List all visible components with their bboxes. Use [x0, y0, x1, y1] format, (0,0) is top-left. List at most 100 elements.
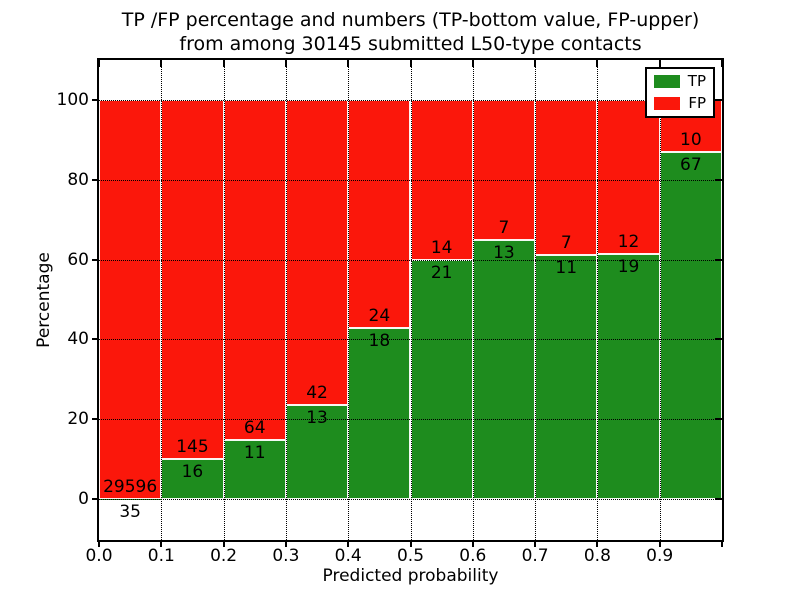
y-tick-label: 60: [67, 249, 89, 270]
x-gridline: [535, 60, 537, 540]
legend: TP FP: [645, 67, 715, 118]
fp-count-label: 145: [176, 437, 209, 458]
x-tick-mark: [98, 540, 100, 547]
fp-count-label: 42: [306, 382, 328, 403]
y-tick-mark: [92, 178, 99, 181]
y-tick-label: 0: [78, 489, 89, 509]
y-tick-mark: [92, 99, 99, 101]
x-tick-mark-top: [471, 60, 474, 67]
x-tick-mark: [284, 540, 287, 547]
chart-title-line2: from among 30145 submitted L50-type cont…: [179, 33, 642, 55]
fp-count-label: 7: [498, 217, 510, 238]
y-tick-mark: [92, 498, 99, 500]
bar-fp-segment: [161, 100, 224, 460]
bar-tp-segment: [597, 254, 660, 499]
x-tick-label: 0.2: [210, 546, 238, 566]
x-tick-mark: [347, 540, 350, 547]
chart-title-line1: TP /FP percentage and numbers (TP-bottom…: [121, 9, 700, 31]
fp-count-label: 7: [560, 233, 572, 254]
x-tick-label: 0.7: [521, 546, 549, 566]
x-gridline: [161, 60, 163, 540]
x-axis-label: Predicted probability: [322, 566, 499, 586]
x-gridline: [348, 60, 350, 540]
x-tick-mark: [409, 540, 412, 547]
fp-count-label: 12: [617, 232, 640, 253]
x-tick-label: 0.8: [583, 546, 611, 566]
bar-tp-segment: [99, 498, 162, 500]
tp-count-label: 11: [555, 258, 578, 279]
x-tick-mark: [721, 540, 723, 547]
legend-label-fp: FP: [688, 94, 706, 112]
bar-tp-segment: [472, 239, 536, 499]
tp-count-label: 19: [617, 257, 640, 278]
y-tick-mark: [92, 418, 99, 421]
x-tick-mark-top: [347, 60, 350, 67]
legend-swatch-fp-icon: [654, 97, 680, 110]
tp-count-label: 16: [181, 462, 204, 483]
x-tick-label: 0.3: [272, 546, 300, 566]
x-gridline: [597, 60, 599, 540]
y-tick-mark-right: [715, 178, 722, 181]
y-tick-label: 20: [67, 409, 89, 430]
y-tick-label: 100: [56, 90, 89, 110]
bar-tp-segment: [348, 328, 411, 499]
tp-count-label: 21: [430, 262, 453, 283]
tp-count-label: 11: [243, 443, 266, 464]
bar-tp-segment: [659, 151, 722, 499]
y-tick-mark-right: [715, 418, 722, 421]
y-tick-mark-right: [715, 258, 722, 261]
x-tick-mark-top: [596, 60, 599, 67]
x-tick-label: 0.5: [396, 546, 425, 566]
fp-count-label: 24: [368, 306, 391, 326]
x-tick-mark-top: [98, 60, 100, 67]
y-tick-label: 40: [67, 329, 89, 350]
tp-count-label: 35: [119, 501, 141, 522]
bar-fp-segment: [597, 100, 660, 255]
x-tick-mark: [658, 540, 661, 547]
fp-count-label: 29596: [103, 476, 158, 497]
legend-label-tp: TP: [687, 72, 706, 90]
fp-count-label: 10: [680, 129, 702, 150]
bar-fp-segment: [348, 100, 411, 328]
x-tick-mark: [160, 540, 163, 547]
bar-fp-segment: [99, 100, 162, 499]
x-tick-mark-top: [222, 60, 225, 67]
bar-fp-segment: [535, 100, 598, 256]
x-gridline: [659, 60, 661, 540]
x-tick-mark: [596, 540, 599, 547]
bar-tp-segment: [161, 459, 224, 499]
y-tick-mark-right: [715, 99, 722, 101]
x-tick-mark-top: [721, 60, 723, 67]
bar-fp-segment: [472, 100, 536, 240]
x-tick-label: 0.9: [646, 546, 674, 566]
tp-count-label: 18: [368, 331, 391, 351]
x-tick-mark-top: [409, 60, 412, 67]
y-tick-mark: [92, 258, 99, 261]
bar-fp-segment: [285, 100, 349, 405]
chart-title: TP /FP percentage and numbers (TP-bottom…: [99, 8, 722, 56]
bar-fp-segment: [223, 100, 286, 441]
y-tick-mark-right: [715, 338, 722, 341]
tp-count-label: 13: [493, 242, 515, 263]
fp-count-label: 64: [243, 418, 266, 439]
x-tick-mark-top: [160, 60, 163, 67]
bar-tp-segment: [223, 440, 286, 499]
x-gridline: [285, 60, 287, 540]
x-tick-label: 0.1: [147, 546, 175, 566]
legend-item-tp: TP: [654, 74, 706, 89]
x-gridline: [223, 60, 225, 540]
x-tick-label: 0.0: [85, 546, 113, 566]
y-tick-label: 80: [67, 169, 89, 190]
legend-swatch-tp-icon: [654, 75, 680, 88]
bar-tp-segment: [285, 404, 349, 499]
x-tick-mark: [534, 540, 537, 547]
x-gridline: [472, 60, 474, 540]
bar-tp-segment: [535, 255, 598, 499]
tp-count-label: 13: [306, 407, 328, 428]
x-tick-mark-top: [658, 60, 661, 67]
x-tick-label: 0.6: [459, 546, 487, 566]
y-tick-mark-right: [715, 498, 722, 500]
x-tick-mark: [471, 540, 474, 547]
x-tick-label: 0.4: [334, 546, 362, 566]
